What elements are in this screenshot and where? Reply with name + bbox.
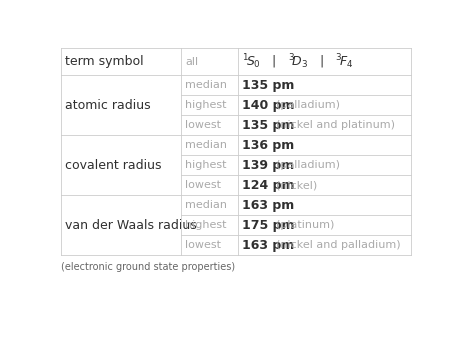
Text: lowest: lowest: [185, 240, 221, 250]
Text: (nickel): (nickel): [276, 180, 317, 190]
Text: lowest: lowest: [185, 120, 221, 130]
Text: median: median: [185, 200, 227, 210]
Text: highest: highest: [185, 160, 227, 171]
Text: covalent radius: covalent radius: [65, 159, 161, 172]
Text: highest: highest: [185, 220, 227, 230]
Text: 163 pm: 163 pm: [242, 239, 295, 252]
Text: median: median: [185, 81, 227, 90]
Text: 140 pm: 140 pm: [242, 99, 295, 112]
Text: all: all: [185, 57, 198, 67]
Text: (platinum): (platinum): [276, 220, 334, 230]
Text: 135 pm: 135 pm: [242, 119, 295, 132]
Text: term symbol: term symbol: [65, 55, 143, 68]
Text: 175 pm: 175 pm: [242, 219, 295, 232]
Text: median: median: [185, 141, 227, 150]
Text: lowest: lowest: [185, 180, 221, 190]
Text: (nickel and platinum): (nickel and platinum): [276, 120, 395, 130]
Text: 136 pm: 136 pm: [242, 139, 295, 152]
Text: (palladium): (palladium): [276, 160, 340, 171]
Text: atomic radius: atomic radius: [65, 99, 150, 112]
Text: (nickel and palladium): (nickel and palladium): [276, 240, 400, 250]
Text: (electronic ground state properties): (electronic ground state properties): [61, 262, 235, 272]
Text: van der Waals radius: van der Waals radius: [65, 219, 196, 232]
Text: 139 pm: 139 pm: [242, 159, 295, 172]
Text: (palladium): (palladium): [276, 100, 340, 111]
Text: $^1\!S_0$   |   $^3\!D_3$   |   $^3\!F_4$: $^1\!S_0$ | $^3\!D_3$ | $^3\!F_4$: [242, 53, 354, 71]
Text: 135 pm: 135 pm: [242, 79, 295, 92]
Text: highest: highest: [185, 100, 227, 111]
Text: 124 pm: 124 pm: [242, 179, 295, 192]
Text: 163 pm: 163 pm: [242, 199, 295, 212]
